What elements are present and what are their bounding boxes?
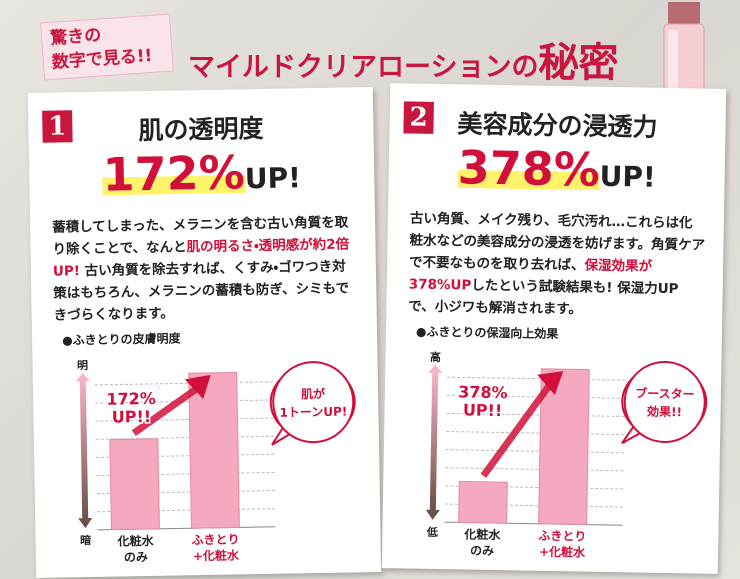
- text: 古い角質を除去すれば、くすみ・ゴワつき対策はもちろん、メラニンの蓄積も防ぎ、シミ…: [53, 258, 350, 324]
- big-figure: 378%UP!: [388, 139, 725, 199]
- speech-bubble: [623, 360, 706, 443]
- axis-bottom-label: 暗: [80, 533, 91, 547]
- bubble-text: 効果!!: [646, 404, 682, 420]
- annotation: 172%: [106, 389, 156, 409]
- bar: [188, 371, 240, 529]
- category-label: +化粧水: [539, 544, 586, 560]
- bar: [458, 480, 508, 524]
- grid-line: [94, 381, 273, 386]
- bar: [538, 368, 590, 526]
- annotation-arrow-head: [537, 371, 564, 396]
- category-label: ふきとり: [538, 529, 586, 544]
- title-text: マイルドクリアローションの: [188, 52, 539, 83]
- heading: 美容成分の浸透力: [457, 109, 658, 142]
- axis-arrow-head: [78, 517, 93, 529]
- axis-arrow-head: [75, 373, 90, 382]
- figure: 172%: [102, 145, 246, 202]
- grid-line: [445, 467, 624, 472]
- bubble-text: ブースター: [635, 385, 695, 401]
- body-text: 古い角質、メイク残り、毛穴汚れ…これらは化粧水などの美容成分の浸透を妨げます。角…: [408, 207, 706, 322]
- annotation: UP!!: [463, 400, 503, 420]
- chart-title: ●ふきとりの皮膚明度: [62, 330, 181, 347]
- body-text: 蓄積してしまった、メラニンを含む古い角質を取り除くことで、なんと肌の明るさ・透明…: [52, 211, 359, 326]
- category-label: のみ: [470, 544, 494, 558]
- annotation: 378%: [458, 382, 508, 402]
- bubble-text: 肌が: [300, 386, 325, 401]
- grid-line: [445, 449, 624, 454]
- annotation-arrow-head: [184, 374, 211, 400]
- figure-suffix: UP!: [244, 161, 302, 196]
- title: マイルドクリアローションの秘密: [188, 30, 618, 88]
- bubble-text: 1トーンUP!: [279, 405, 347, 420]
- figure-suffix: UP!: [599, 159, 657, 194]
- axis-arrow: [429, 370, 439, 512]
- axis-bottom-label: 低: [426, 525, 438, 539]
- annotation-arrow: [480, 380, 554, 478]
- annotation-arrow: [131, 384, 201, 436]
- grid-line: [446, 431, 625, 436]
- tag: 驚きの 数字で見る!!: [40, 13, 174, 81]
- category-label: +化粧水: [193, 547, 240, 563]
- annotation: UP!!: [112, 407, 152, 427]
- axis-arrow: [79, 379, 89, 521]
- category-label: ふきとり: [191, 532, 239, 547]
- axis-top-label: 明: [77, 359, 88, 372]
- axis-arrow-head: [428, 364, 443, 374]
- category-label: 化粧水: [463, 526, 501, 542]
- speech-bubble: [272, 361, 355, 444]
- category-label: のみ: [124, 550, 148, 564]
- bar: [109, 438, 160, 531]
- card: 2 美容成分の浸透力 378%UP! 古い角質、メイク残り、毛穴汚れ…これらは化粧水な…: [381, 83, 727, 574]
- heading: 肌の透明度: [138, 113, 264, 146]
- axis-arrow-head: [425, 509, 440, 520]
- category-label: 化粧水: [116, 533, 154, 549]
- axis-top-label: 高: [430, 350, 441, 364]
- card: 1 肌の透明度 172%UP! 蓄積してしまった、メラニンを含む古い角質を取り除くこと…: [27, 87, 382, 578]
- text: 古い角質、メイク残り、毛穴汚れ…これらは化粧水などの美容成分の浸透を妨げます。角…: [408, 210, 706, 274]
- chart-title: ●ふきとりの保湿向上効果: [416, 324, 559, 341]
- grid-line: [95, 435, 274, 440]
- title-emphasis: 秘密: [538, 39, 619, 86]
- figure: 378%: [457, 140, 601, 197]
- big-figure: 172%UP!: [29, 143, 375, 203]
- grid-line: [447, 376, 626, 381]
